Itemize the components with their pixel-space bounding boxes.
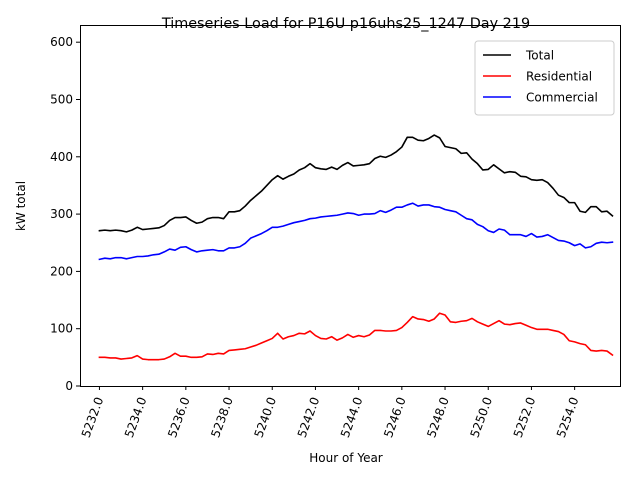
legend-label-commercial: Commercial xyxy=(526,91,598,105)
series-line-residential xyxy=(98,312,614,361)
legend-label-residential: Residential xyxy=(526,70,592,84)
y-tick-label: 400 xyxy=(50,150,73,164)
series-line-total xyxy=(98,134,614,233)
y-tick-label: 200 xyxy=(50,264,73,278)
y-tick-label: 100 xyxy=(50,322,73,336)
legend-entries: Total Residential Commercial xyxy=(483,49,598,105)
legend-label-total: Total xyxy=(525,49,554,63)
series-layer xyxy=(98,134,614,361)
y-tick-label: 600 xyxy=(50,35,73,49)
plot-area xyxy=(80,25,621,387)
x-axis-label: Hour of Year xyxy=(309,451,383,465)
y-axis: 0 100 200 300 400 500 600 xyxy=(50,35,80,393)
y-tick-label: 500 xyxy=(50,92,73,106)
legend: Total Residential Commercial xyxy=(474,40,615,116)
y-tick-label: 300 xyxy=(50,207,73,221)
y-axis-label: kW total xyxy=(14,181,28,231)
axes-frame xyxy=(80,25,621,387)
y-tick-label: 0 xyxy=(65,379,73,393)
chart-title: Timeseries Load for P16U p16uhs25_1247 D… xyxy=(161,16,530,32)
series-line-commercial xyxy=(98,202,614,261)
